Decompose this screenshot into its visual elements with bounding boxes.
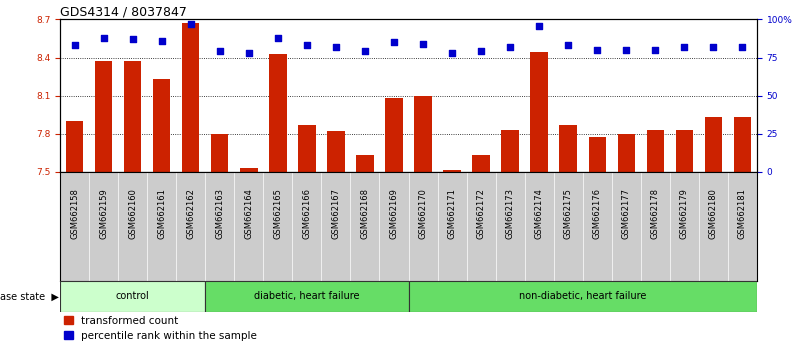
Text: GSM662168: GSM662168 <box>360 188 369 239</box>
Text: GSM662174: GSM662174 <box>535 188 544 239</box>
Bar <box>385 98 403 354</box>
Text: GSM662181: GSM662181 <box>738 188 747 239</box>
Bar <box>298 125 316 354</box>
Text: GSM662166: GSM662166 <box>303 188 312 239</box>
Text: GSM662171: GSM662171 <box>448 188 457 239</box>
Text: control: control <box>116 291 150 302</box>
Text: GSM662178: GSM662178 <box>651 188 660 239</box>
Point <box>300 42 313 48</box>
Text: GSM662179: GSM662179 <box>680 188 689 239</box>
Bar <box>473 155 489 354</box>
Bar <box>182 23 199 354</box>
Point <box>475 48 488 54</box>
Point <box>68 42 81 48</box>
Point <box>243 50 256 56</box>
Point <box>359 48 372 54</box>
Bar <box>705 117 722 354</box>
Text: GSM662158: GSM662158 <box>70 188 79 239</box>
Point <box>649 47 662 53</box>
Text: GSM662173: GSM662173 <box>505 188 514 239</box>
Text: GSM662161: GSM662161 <box>157 188 166 239</box>
Point <box>272 35 284 41</box>
Point <box>329 44 342 50</box>
Text: GSM662159: GSM662159 <box>99 188 108 239</box>
Point <box>155 38 168 44</box>
Text: non-diabetic, heart failure: non-diabetic, heart failure <box>519 291 646 302</box>
Bar <box>327 131 344 354</box>
Text: GSM662162: GSM662162 <box>187 188 195 239</box>
Point <box>562 42 574 48</box>
Bar <box>356 155 373 354</box>
Point <box>707 44 720 50</box>
Bar <box>211 133 228 354</box>
Text: GSM662180: GSM662180 <box>709 188 718 239</box>
Bar <box>559 125 577 354</box>
Point <box>736 44 749 50</box>
Bar <box>589 137 606 354</box>
Point <box>620 47 633 53</box>
Point <box>591 47 604 53</box>
Legend: transformed count, percentile rank within the sample: transformed count, percentile rank withi… <box>60 312 261 345</box>
Bar <box>414 96 432 354</box>
Point <box>388 39 400 45</box>
Text: GSM662176: GSM662176 <box>593 188 602 239</box>
Point <box>417 41 429 47</box>
Bar <box>153 79 171 354</box>
Text: GSM662163: GSM662163 <box>215 188 224 239</box>
Text: GSM662177: GSM662177 <box>622 188 630 239</box>
Bar <box>269 54 287 354</box>
Point <box>533 23 545 28</box>
Text: GSM662167: GSM662167 <box>332 188 340 239</box>
Bar <box>443 170 461 354</box>
Point <box>678 44 690 50</box>
Bar <box>205 281 409 312</box>
Bar <box>501 130 519 354</box>
Point <box>445 50 458 56</box>
Point <box>213 48 226 54</box>
Text: GSM662169: GSM662169 <box>389 188 398 239</box>
Bar <box>60 281 205 312</box>
Bar <box>530 52 548 354</box>
Bar <box>240 168 257 354</box>
Bar <box>675 130 693 354</box>
Point <box>184 21 197 27</box>
Text: GSM662172: GSM662172 <box>477 188 485 239</box>
Bar <box>124 61 141 354</box>
Text: disease state  ▶: disease state ▶ <box>0 291 59 302</box>
Text: GSM662170: GSM662170 <box>419 188 428 239</box>
Point <box>504 44 517 50</box>
Text: GSM662160: GSM662160 <box>128 188 137 239</box>
Text: GSM662165: GSM662165 <box>273 188 282 239</box>
Text: diabetic, heart failure: diabetic, heart failure <box>254 291 360 302</box>
Bar <box>66 121 83 354</box>
Bar <box>646 130 664 354</box>
Text: GSM662175: GSM662175 <box>564 188 573 239</box>
Bar <box>618 133 635 354</box>
Bar <box>95 61 112 354</box>
Text: GDS4314 / 8037847: GDS4314 / 8037847 <box>60 5 187 18</box>
Text: GSM662164: GSM662164 <box>244 188 253 239</box>
Bar <box>409 281 757 312</box>
Point <box>127 36 139 42</box>
Point <box>97 35 110 41</box>
Bar <box>734 117 751 354</box>
